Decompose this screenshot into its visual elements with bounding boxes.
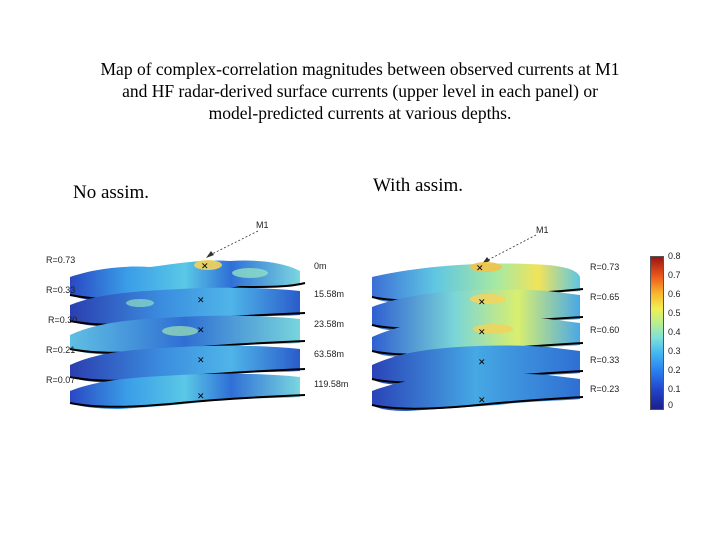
colorbar-tick: 0.4	[668, 327, 681, 337]
r-value-layer-5: R=0.23	[590, 384, 620, 394]
m1-label: M1	[536, 225, 549, 235]
depth-label-5: 119.58m	[314, 379, 349, 389]
m1-arrow	[485, 234, 537, 262]
colorbar-tick: 0.6	[668, 289, 681, 299]
r-value-layer-2: R=0.33	[46, 285, 76, 295]
m1-marker: ✕	[478, 327, 486, 337]
layer-map-63m	[70, 345, 300, 383]
m1-arrow	[209, 230, 259, 256]
m1-marker: ✕	[197, 325, 205, 335]
hotspot	[162, 326, 198, 336]
colorbar-tick: 0.8	[668, 251, 681, 261]
no-assim-maps-svg: M1 ✕ ✕ ✕ ✕ ✕	[69, 220, 306, 409]
colorbar-tick: 0.3	[668, 346, 681, 356]
r-value-layer-4: R=0.21	[46, 345, 76, 355]
r-value-layer-3: R=0.60	[590, 325, 620, 335]
with-assim-maps-svg: M1 ✕ ✕ ✕ ✕ ✕	[371, 225, 584, 411]
colorbar: 0.8 0.7 0.6 0.5 0.4 0.3 0.2 0.1 0	[646, 250, 696, 415]
hotspot	[126, 299, 154, 307]
m1-marker: ✕	[197, 295, 205, 305]
hotspot	[194, 260, 222, 270]
r-value-layer-3: R=0.30	[48, 315, 78, 325]
m1-marker: ✕	[201, 261, 209, 271]
colorbar-gradient	[650, 256, 664, 410]
m1-marker: ✕	[478, 395, 486, 405]
depth-label-4: 63.58m	[314, 349, 345, 359]
depth-label-2: 15.58m	[314, 289, 345, 299]
r-value-layer-1: R=0.73	[590, 262, 620, 272]
no-assim-map-stack: M1 ✕ ✕ ✕ ✕ ✕ R=0.73 R=0.33 R=0.30 R=0.21…	[30, 215, 370, 420]
figure-caption: Map of complex-correlation magnitudes be…	[40, 58, 680, 124]
colorbar-tick: 0.7	[668, 270, 681, 280]
r-value-layer-1: R=0.73	[46, 255, 76, 265]
with-assim-map-stack: M1 ✕ ✕ ✕ ✕ ✕ R=0.73 R=0.65 R=0.60 R=0.33…	[368, 215, 619, 420]
colorbar-tick: 0	[668, 400, 674, 410]
hotspot	[470, 262, 502, 272]
caption-line-2: and HF radar-derived surface currents (u…	[122, 81, 598, 101]
m1-marker: ✕	[197, 391, 205, 401]
m1-marker: ✕	[197, 355, 205, 365]
m1-marker: ✕	[478, 297, 486, 307]
m1-marker: ✕	[478, 357, 486, 367]
coastline	[69, 394, 306, 408]
hotspot	[232, 268, 268, 278]
colorbar-tick: 0.2	[668, 365, 681, 375]
depth-label-3: 23.58m	[314, 319, 345, 329]
r-value-layer-4: R=0.33	[590, 355, 620, 365]
coastline	[371, 396, 584, 410]
with-assim-heading: With assim.	[373, 175, 464, 196]
depth-label-1: 0m	[314, 261, 327, 271]
m1-arrowhead	[206, 251, 214, 258]
m1-label: M1	[256, 220, 269, 230]
colorbar-tick: 0.5	[668, 308, 681, 318]
m1-marker: ✕	[476, 263, 484, 273]
hotspot	[473, 324, 513, 334]
r-value-layer-5: R=0.07	[46, 375, 76, 385]
caption-line-3: model-predicted currents at various dept…	[208, 103, 512, 123]
r-value-layer-2: R=0.65	[590, 292, 620, 302]
layer-map-119m	[70, 373, 300, 409]
caption-line-1: Map of complex-correlation magnitudes be…	[100, 59, 620, 79]
colorbar-tick: 0.1	[668, 384, 681, 394]
hotspot	[470, 294, 506, 304]
layer-map-15m	[70, 287, 300, 327]
no-assim-heading: No assim.	[73, 182, 149, 203]
